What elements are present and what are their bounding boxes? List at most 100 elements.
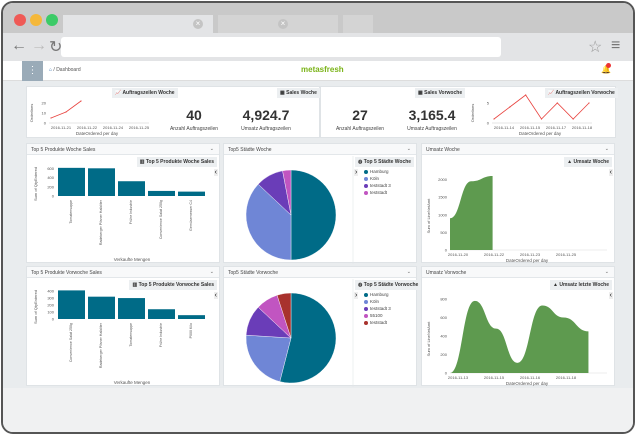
sidebar-toggle-button[interactable]: ⋮ xyxy=(22,61,43,81)
chart-title-label: ▥ Top 5 Produkte Vorwoche Sales xyxy=(129,280,217,290)
area-series xyxy=(450,300,589,373)
legend-item[interactable]: Hamburg xyxy=(364,168,391,175)
breadcrumb-dashboard[interactable]: / Dashboard xyxy=(53,67,81,73)
y-axis-label: Sum of LineNetAmt xyxy=(426,198,431,234)
legend-swatch xyxy=(364,176,368,181)
legend-swatch xyxy=(364,183,368,188)
legend-item[interactable]: teststadt 3 xyxy=(364,182,391,189)
bar xyxy=(178,191,205,196)
y-tick-label: 200 xyxy=(47,303,54,308)
x-tick-label: Tomatensuppe xyxy=(129,323,133,347)
x-tick-label: Radeberger Pilsner Halbliter xyxy=(99,322,103,368)
pie-slice xyxy=(282,169,292,216)
x-tick-label: 2016-11-16 xyxy=(520,375,541,380)
panel-header: Umsatz Vorwoche ⌄ xyxy=(422,267,614,278)
chart-title-label: ▲ Umsatz letzte Woche xyxy=(550,280,612,290)
data-point xyxy=(509,106,511,108)
x-tick-label: 2016-11-22 xyxy=(484,252,505,257)
back-icon[interactable]: ← xyxy=(11,37,27,54)
reload-icon[interactable]: ↻ xyxy=(49,39,63,56)
panel-header: Top 5 Produkte Woche Sales ⌄ xyxy=(27,144,219,155)
y-tick-label: 600 xyxy=(47,166,54,171)
legend-toggle-button[interactable]: ‹ xyxy=(213,292,218,299)
x-tick-label: 2016-11-21 xyxy=(51,125,72,130)
browser-tab-active[interactable]: × xyxy=(63,15,213,35)
new-tab-button[interactable] xyxy=(343,15,373,35)
umsatz-vorwoche-value: 3,165.4 xyxy=(408,107,456,123)
legend-item[interactable]: teststadt xyxy=(364,319,391,326)
chart-title-label: ◍ Top 5 Städte Vorwoche xyxy=(355,280,422,290)
anzahl-vorwoche-value: 27 xyxy=(352,107,368,123)
umsatz-label: Umsatz Auftragszeilen xyxy=(241,126,291,132)
y-tick-label: 500 xyxy=(440,230,447,235)
x-tick-label: Convenience Salat 250g xyxy=(69,323,73,362)
x-tick-label: Tomatensuppe xyxy=(69,200,73,224)
legend-toggle-button[interactable]: › xyxy=(354,292,359,299)
close-window-button[interactable] xyxy=(14,14,26,26)
y-tick-label: 1000 xyxy=(438,212,448,217)
chevron-down-icon[interactable]: ⌄ xyxy=(604,146,609,152)
x-axis-label: Verkaufte Mengen xyxy=(114,380,151,385)
legend: Hamburg Köln teststadt 3 teststadt xyxy=(364,168,391,196)
bar-chart: 0 100 200 300 400 Sum of QtyEntered Convenienc… xyxy=(33,289,205,385)
x-axis-label: Verkaufte Mengen xyxy=(114,257,151,262)
legend-toggle-button[interactable]: ‹ xyxy=(608,292,613,299)
pie-slice xyxy=(290,169,337,261)
auftragszeilen-woche-chart: 0 10 20 2016-11-21 2016-11-22 2016-11-24 2016-… xyxy=(29,100,150,136)
legend-item[interactable]: Köln xyxy=(364,298,391,305)
legend-item[interactable]: teststadt 3 xyxy=(364,305,391,312)
bar-chart: 0 200 400 600 Sum of QtyEntered Tomatensuppe R… xyxy=(33,166,205,262)
chevron-down-icon[interactable]: ⌄ xyxy=(406,146,411,152)
breadcrumb[interactable]: ⌂ / Dashboard xyxy=(49,67,81,73)
legend-swatch xyxy=(364,299,368,304)
y-axis-label: Sum of QtyEntered xyxy=(33,290,38,324)
x-tick-label: 2016-11-23 xyxy=(520,252,541,257)
y-tick-label: 0 xyxy=(44,121,47,126)
legend-item[interactable]: teststadt xyxy=(364,189,391,196)
legend-swatch xyxy=(364,320,368,325)
home-icon[interactable]: ⌂ xyxy=(49,67,53,73)
legend-toggle-button[interactable]: ‹ xyxy=(213,169,218,176)
legend-toggle-button[interactable]: ‹ xyxy=(608,169,613,176)
notification-bell-icon[interactable]: 🔔 xyxy=(601,65,611,74)
star-icon[interactable]: ☆ xyxy=(588,39,603,56)
legend-item[interactable]: Hamburg xyxy=(364,291,391,298)
legend-item[interactable]: Köln xyxy=(364,175,391,182)
tab-close-icon[interactable]: × xyxy=(193,19,203,29)
address-bar[interactable] xyxy=(61,37,501,57)
y-tick-label: 5 xyxy=(487,101,490,106)
legend-toggle-button[interactable]: › xyxy=(354,169,359,176)
maximize-window-button[interactable] xyxy=(46,14,58,26)
x-tick-label: 2016-11-22 xyxy=(77,125,98,130)
legend-swatch xyxy=(364,169,368,174)
chevron-down-icon[interactable]: ⌄ xyxy=(209,146,214,152)
minimize-window-button[interactable] xyxy=(30,14,42,26)
notification-badge xyxy=(606,63,611,68)
legend-label: 55100 xyxy=(370,313,383,318)
data-point xyxy=(80,100,82,102)
tab-close-icon[interactable]: × xyxy=(278,19,288,29)
data-point xyxy=(65,111,67,113)
bar xyxy=(178,315,205,319)
x-tick-label: 2016-11-24 xyxy=(103,125,124,130)
legend-item[interactable]: 55100 xyxy=(364,312,391,319)
x-tick-label: Frühe Industrie xyxy=(159,323,163,347)
area-chart: 0 500 1000 1500 2000 2016-11-20 2016-11-22 2016… xyxy=(426,176,607,263)
y-tick-label: 2000 xyxy=(438,177,448,182)
x-tick-label: 2016-11-18 xyxy=(556,375,577,380)
data-point xyxy=(572,118,574,120)
forward-icon[interactable]: → xyxy=(31,37,47,54)
x-tick-label: 2016-11-14 xyxy=(494,125,515,130)
browser-tab[interactable]: × xyxy=(218,15,338,35)
chevron-down-icon[interactable]: ⌄ xyxy=(209,269,214,275)
x-axis-label: DateOrdered per day xyxy=(519,131,562,136)
data-point xyxy=(588,102,590,104)
bar xyxy=(148,309,175,319)
panel-top5v: Top 5 Produkte Vorwoche Sales ⌄ 0 100 200 300… xyxy=(26,266,220,386)
browser-menu-icon[interactable]: ≡ xyxy=(611,37,621,54)
chevron-down-icon[interactable]: ⌄ xyxy=(604,269,609,275)
panel-title: Top 5 Produkte Vorwoche Sales xyxy=(31,270,102,276)
legend-swatch xyxy=(364,190,368,195)
x-tick-label: 2016-11-25 xyxy=(129,125,150,130)
chevron-down-icon[interactable]: ⌄ xyxy=(406,269,411,275)
